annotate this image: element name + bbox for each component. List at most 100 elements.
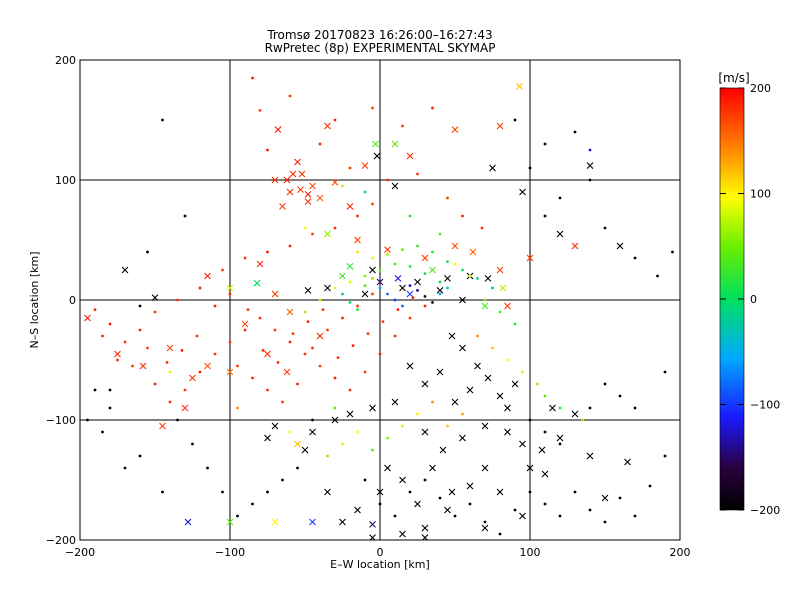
data-point-x [279,203,286,210]
data-point-dot [438,280,442,284]
data-point-x [394,275,402,282]
data-point-dot [491,346,494,350]
data-point-x [283,368,291,376]
data-point-dot [356,430,359,434]
data-point-dot [93,388,97,392]
data-point-dot [446,424,449,428]
data-point-dot [266,250,269,254]
data-point-dot [101,430,104,434]
chart-subtitle: RwPretec (8p) EXPERIMENTAL SKYMAP [265,41,496,55]
data-point-x [324,488,331,496]
data-point-dot [146,250,149,254]
data-point-dot [213,304,217,308]
data-point-dot [408,284,412,287]
data-point-x [399,476,406,484]
y-tick-label: −200 [46,534,76,547]
data-point-x [339,518,346,526]
data-point-dot [333,406,337,410]
data-point-dot [318,142,322,146]
colorbar-tick-label: −100 [750,399,780,412]
data-point-x [373,152,381,160]
data-point-dot [513,322,517,326]
data-point-dot [461,214,464,218]
data-point-dot [408,490,412,494]
data-point-dot [558,196,562,200]
data-point-x [414,278,421,286]
data-point-x [448,332,456,340]
data-point-dot [341,292,344,296]
data-point-x [294,440,301,448]
data-point-x [556,230,564,238]
data-point-dot [483,520,487,524]
data-point-dot [366,332,370,335]
data-point-dot [408,316,412,320]
data-point-dot [195,334,199,338]
data-point-dot [446,286,449,290]
data-point-x [189,374,196,382]
data-point-dot [386,292,389,296]
data-point-x [369,404,376,412]
data-point-x [451,242,459,250]
data-point-x [354,506,361,514]
data-point-dot [603,382,607,386]
data-point-dot [558,514,562,518]
data-point-x [139,362,147,370]
data-point-dot [386,436,389,440]
data-points [84,76,674,540]
data-point-dot [633,514,637,518]
data-point-x [301,446,309,454]
data-point-x [151,294,159,301]
data-point-x [324,230,331,238]
data-point-dot [363,370,367,374]
data-point-x [376,278,384,286]
data-point-dot [416,244,419,248]
data-point-dot [336,356,340,359]
data-point-x [316,194,324,202]
data-point-x [586,162,594,169]
data-point-dot [468,274,472,278]
data-point-x [372,140,379,148]
data-point-x [274,126,282,133]
data-point-dot [588,178,592,182]
data-point-dot [633,406,637,410]
data-point-dot [236,364,239,368]
data-point-x [309,182,316,190]
data-point-x [466,386,474,394]
data-point-x [459,296,466,304]
data-point-x [526,254,534,262]
data-point-dot [543,394,547,398]
data-point-x [496,392,504,400]
data-point-dot [341,316,344,320]
data-point-x [481,524,489,532]
data-point-dot [348,166,352,170]
data-point-x [496,122,504,130]
data-point-x [399,530,406,538]
data-point-dot [246,308,250,311]
data-point-x [369,266,376,274]
data-point-dot [236,406,239,410]
data-point-x [504,302,511,310]
data-point-dot [221,268,224,272]
data-point-x [444,506,451,514]
data-point-dot [348,280,352,284]
data-point-x [406,290,414,298]
data-point-dot [161,118,164,122]
data-point-dot [258,109,262,112]
data-point-x [481,464,489,472]
data-point-dot [198,286,202,290]
data-point-dot [363,478,367,482]
data-point-x [436,368,444,376]
data-point-dot [333,226,337,230]
data-point-dot [153,310,157,314]
data-point-dot [393,298,397,302]
data-point-x [346,203,354,210]
data-point-x [331,416,339,424]
data-point-dot [396,308,400,311]
data-point-dot [446,196,449,200]
data-point-dot [108,322,112,326]
data-point-dot [341,184,344,188]
data-point-dot [296,382,299,386]
y-axis-label: N–S location [km] [28,251,41,348]
data-point-dot [558,442,562,446]
